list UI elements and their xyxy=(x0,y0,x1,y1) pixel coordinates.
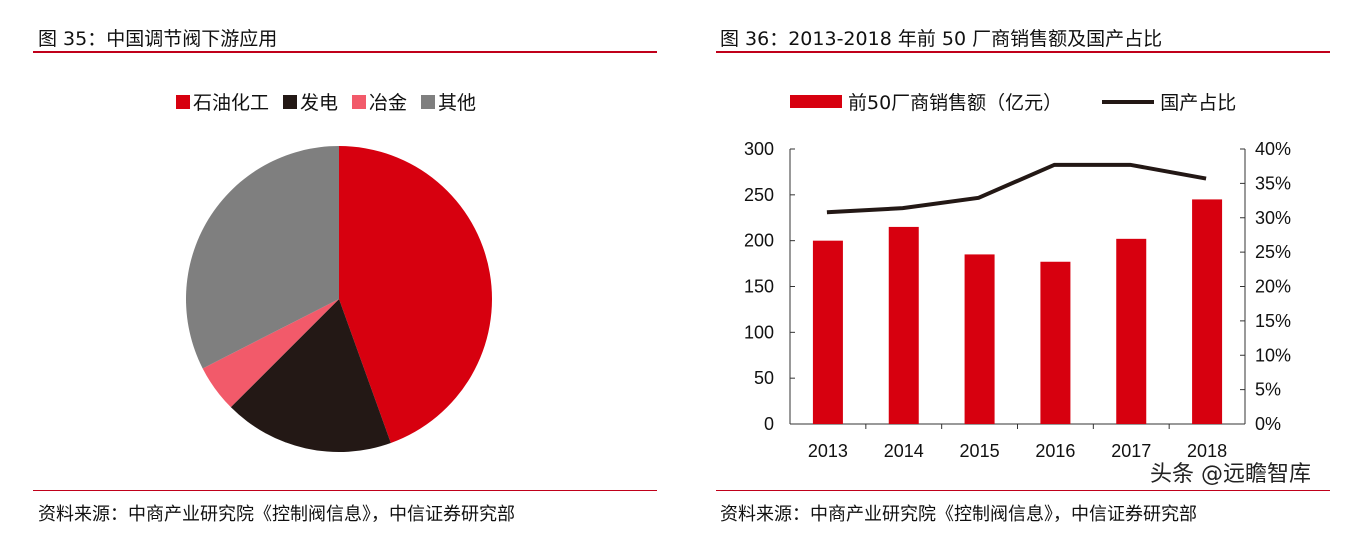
pie-slice-其他 xyxy=(186,146,339,369)
x-tick-label: 2016 xyxy=(1035,441,1075,461)
pie-title: 图 35：中国调节阀下游应用 xyxy=(38,28,278,50)
bar-2014 xyxy=(888,226,919,424)
divider xyxy=(33,490,657,491)
bar-2013 xyxy=(812,240,843,424)
y2-tick-label: 25% xyxy=(1255,242,1291,262)
legend-swatch xyxy=(421,95,436,109)
y2-tick-label: 30% xyxy=(1255,208,1291,228)
x-tick-label: 2014 xyxy=(884,441,924,461)
combo-title: 图 36：2013-2018 年前 50 厂商销售额及国产占比 xyxy=(720,28,1163,50)
x-tick-label: 2015 xyxy=(960,441,1000,461)
legend-swatch xyxy=(176,95,190,109)
y2-tick-label: 10% xyxy=(1255,345,1291,365)
pie-slice-冶金 xyxy=(202,299,339,408)
legend-line-label: 国产占比 xyxy=(1160,92,1237,114)
y2-tick-label: 15% xyxy=(1255,311,1291,331)
line-series-share xyxy=(826,162,1207,215)
divider xyxy=(716,51,1330,53)
y2-tick-label: 20% xyxy=(1255,277,1291,297)
y-tick-label: 200 xyxy=(744,231,774,251)
x-tick-label: 2017 xyxy=(1111,441,1151,461)
legend-bar-label: 前50厂商销售额（亿元） xyxy=(848,92,1063,114)
x-tick-label: 2018 xyxy=(1187,441,1227,461)
pie-chart xyxy=(186,146,492,452)
divider xyxy=(33,51,657,53)
legend-label: 其他 xyxy=(438,92,477,114)
legend-swatch xyxy=(283,95,298,109)
y-tick-label: 250 xyxy=(744,185,774,205)
y2-tick-label: 40% xyxy=(1255,139,1291,159)
x-tick-label: 2013 xyxy=(808,441,848,461)
y2-tick-label: 35% xyxy=(1255,173,1291,193)
pie-legend: 石油化工 发电 冶金 其他 xyxy=(176,88,490,115)
y-tick-label: 150 xyxy=(744,277,774,297)
legend-item: 其他 xyxy=(421,88,476,115)
divider xyxy=(716,490,1330,491)
legend-item: 石油化工 xyxy=(176,88,269,115)
combo-legend: 前50厂商销售额（亿元） 国产占比 xyxy=(790,88,1236,115)
bar-2016 xyxy=(1040,261,1071,424)
combo-chart: 0 50 100 150 200 250 300 0% 5% 10% 15% 20% 25% 30% 35%… xyxy=(744,139,1291,461)
y-tick-label: 50 xyxy=(754,368,774,388)
legend-line-swatch xyxy=(1102,99,1155,104)
legend-bar-swatch xyxy=(790,95,842,108)
legend-label: 发电 xyxy=(300,92,339,114)
bar-2015 xyxy=(964,254,995,424)
legend-item: 冶金 xyxy=(352,88,407,115)
pie-slice-发电 xyxy=(230,299,391,452)
legend-item: 发电 xyxy=(283,88,338,115)
watermark: 头条 @远瞻智库 xyxy=(1150,462,1311,487)
y-tick-label: 0 xyxy=(764,414,774,434)
bar-2017 xyxy=(1116,238,1147,424)
y2-tick-label: 0% xyxy=(1255,414,1281,434)
y-tick-label: 300 xyxy=(744,139,774,159)
y-tick-label: 100 xyxy=(744,322,774,342)
legend-label: 冶金 xyxy=(369,92,408,114)
legend-swatch xyxy=(352,95,367,109)
pie-source: 资料来源：中商产业研究院《控制阀信息》，中信证券研究部 xyxy=(38,504,515,525)
pie-slice-石油化工 xyxy=(339,146,492,443)
y2-tick-label: 5% xyxy=(1255,380,1281,400)
combo-source: 资料来源：中商产业研究院《控制阀信息》，中信证券研究部 xyxy=(720,504,1197,525)
bar-2018 xyxy=(1192,199,1223,424)
legend-label: 石油化工 xyxy=(193,92,270,114)
